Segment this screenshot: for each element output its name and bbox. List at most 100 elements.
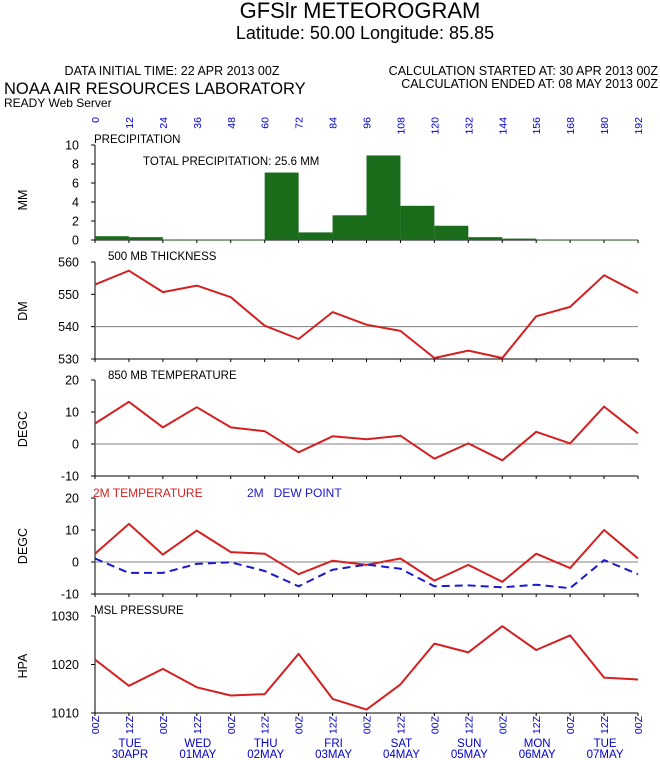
y-tick-label: 0 — [72, 438, 79, 452]
y-tick-label: 8 — [72, 158, 79, 172]
y-tick-label: -10 — [61, 588, 79, 602]
forecast-hour-label: 24 — [158, 117, 170, 129]
forecast-hour-label: 0 — [90, 117, 102, 123]
y-tick-label: 0 — [72, 556, 79, 570]
time-hour-label: 12Z — [599, 715, 611, 734]
forecast-hour-label: 84 — [328, 117, 340, 129]
day-date-label: 06MAY — [519, 749, 556, 760]
forecast-hour-label: 72 — [294, 117, 306, 129]
lab-name: NOAA AIR RESOURCES LABORATORY — [4, 80, 306, 98]
y-tick-label: 550 — [58, 288, 79, 302]
y-tick-label: 1020 — [51, 658, 79, 672]
time-hour-label: 12Z — [328, 715, 340, 734]
forecast-hour-label: 168 — [565, 117, 577, 135]
precip-bar — [298, 232, 333, 240]
day-name-label: MON — [524, 738, 551, 750]
y-tick-label: 1010 — [51, 707, 79, 721]
time-hour-label: 12Z — [192, 715, 204, 734]
y-axis-label: DEGC — [16, 411, 30, 447]
y-tick-label: 10 — [65, 139, 79, 153]
forecast-hour-label: 60 — [260, 117, 272, 129]
day-date-label: 02MAY — [247, 749, 284, 760]
forecast-hour-label: 96 — [362, 117, 374, 129]
time-hour-label: 00Z — [90, 715, 102, 734]
day-name-label: SUN — [457, 738, 481, 750]
precip-bar — [536, 239, 571, 241]
time-hour-label: 00Z — [362, 715, 374, 734]
day-name-label: SAT — [391, 738, 413, 750]
time-hour-label: 00Z — [429, 715, 441, 734]
time-axis-labels: 00Z 12Z 00Z 12Z 00Z 12Z 00Z 12Z 00Z 12Z 00Z 12Z 00Z 1… — [90, 715, 645, 760]
day-name-label: FRI — [324, 738, 343, 750]
precip-bar — [570, 239, 605, 241]
day-name-label: THU — [254, 738, 278, 750]
legend-2m-dew-point: 2M DEW POINT — [247, 486, 342, 500]
day-date-label: 07MAY — [587, 749, 624, 760]
forecast-hour-label: 144 — [497, 117, 509, 135]
forecast-hour-label: 108 — [395, 117, 407, 135]
series-line — [94, 625, 639, 711]
day-name-label: TUE — [118, 738, 141, 750]
y-tick-label: 560 — [58, 256, 79, 270]
thickness-title: 500 MB THICKNESS — [108, 251, 217, 263]
series-line — [94, 400, 639, 462]
y-axis-label: HPA — [16, 653, 30, 678]
precip-bar — [366, 155, 401, 240]
data-initial-time: DATA INITIAL TIME: 22 APR 2013 00Z — [65, 64, 280, 78]
precip-bar — [230, 239, 265, 241]
time-hour-label: 12Z — [124, 715, 136, 734]
time-hour-label: 12Z — [531, 715, 543, 734]
y-tick-label: 530 — [58, 353, 79, 367]
legend-2m-temperature: 2M TEMPERATURE — [93, 486, 203, 500]
precip-bar — [468, 237, 503, 240]
forecast-hour-label: 156 — [531, 117, 543, 135]
day-date-label: 30APR — [112, 749, 148, 760]
y-tick-label: 1030 — [51, 610, 79, 624]
server-label: READY Web Server — [4, 96, 112, 110]
precip-bar — [264, 172, 299, 240]
series-line — [94, 269, 639, 359]
surface-temp-panel: 2M TEMPERATURE 2M DEW POINT -10 0 10 20 DEGC — [16, 486, 639, 602]
location-subtitle: Latitude: 50.00 Longitude: 85.85 — [236, 23, 494, 43]
series-line — [94, 522, 639, 583]
precip-bar — [332, 215, 367, 240]
y-tick-label: -10 — [61, 470, 79, 484]
time-hour-label: 00Z — [294, 715, 306, 734]
y-axis-label: MM — [16, 190, 30, 211]
temp850-title: 850 MB TEMPERATURE — [108, 370, 237, 382]
pressure-title: MSL PRESSURE — [94, 605, 184, 617]
precip-bar — [604, 239, 638, 241]
y-tick-label: 0 — [72, 234, 79, 248]
pressure-panel: MSL PRESSURE 1010 1020 1030 HPA — [16, 605, 639, 721]
forecast-hour-labels: 0 12 24 36 48 60 72 84 96 108 120 132 144 156 168 180 19… — [90, 117, 645, 135]
y-tick-label: 20 — [65, 374, 79, 388]
page-title: GFSlr METEOROGRAM — [240, 0, 481, 23]
precip-bar — [162, 239, 197, 241]
y-tick-label: 6 — [72, 177, 79, 191]
precip-bar — [502, 238, 537, 240]
time-hour-label: 00Z — [633, 715, 645, 734]
time-hour-label: 00Z — [565, 715, 577, 734]
precip-bar — [196, 239, 231, 241]
precip-bar — [95, 236, 129, 240]
y-tick-label: 20 — [65, 492, 79, 506]
calculation-ended: CALCULATION ENDED AT: 08 MAY 2013 00Z — [401, 77, 658, 91]
y-tick-label: 4 — [72, 196, 79, 210]
y-axis-label: DEGC — [16, 528, 30, 564]
time-hour-label: 00Z — [226, 715, 238, 734]
dew-point-line — [94, 557, 639, 590]
day-date-label: 04MAY — [383, 749, 420, 760]
time-hour-label: 12Z — [260, 715, 272, 734]
day-date-label: 05MAY — [451, 749, 488, 760]
forecast-hour-label: 120 — [429, 117, 441, 135]
y-tick-label: 2 — [72, 215, 79, 229]
precip-bar — [434, 225, 469, 240]
precip-bar — [128, 237, 163, 240]
time-hour-label: 00Z — [158, 715, 170, 734]
y-tick-label: 540 — [58, 320, 79, 334]
time-hour-label: 12Z — [463, 715, 475, 734]
total-precipitation-annotation: TOTAL PRECIPITATION: 25.6 MM — [143, 156, 319, 168]
forecast-hour-label: 132 — [463, 117, 475, 135]
precip-bar — [400, 205, 435, 240]
